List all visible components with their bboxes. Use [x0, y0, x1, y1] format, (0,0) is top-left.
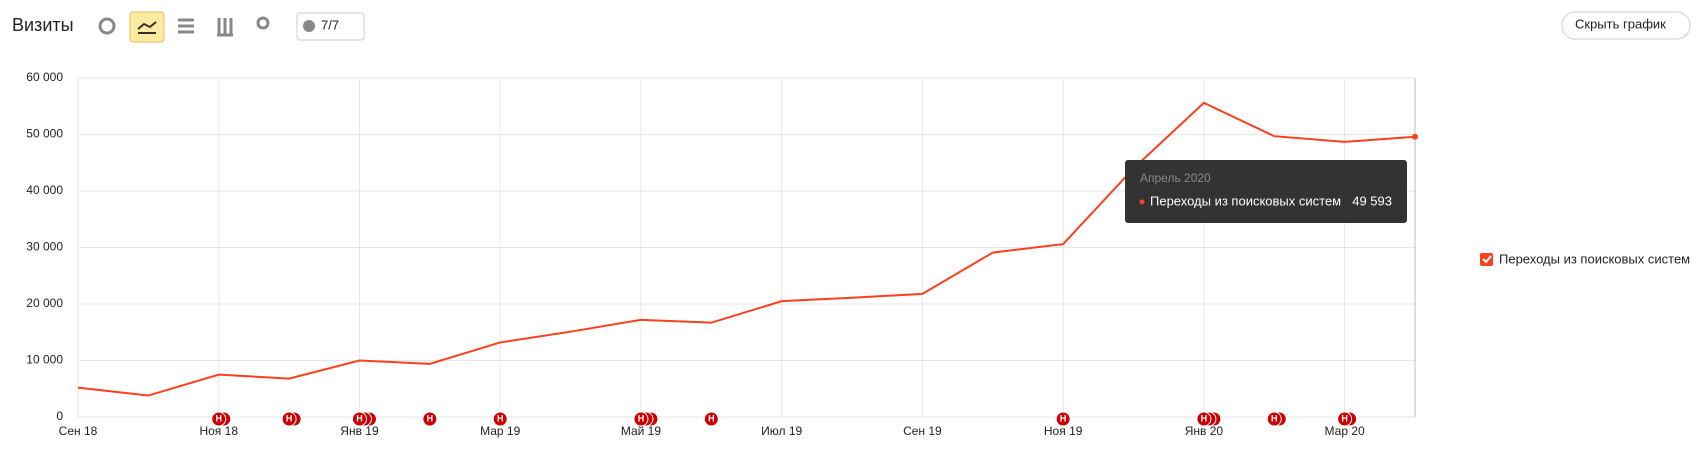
annotation-label: Н — [708, 413, 715, 423]
line-icon[interactable] — [129, 11, 165, 43]
legend-checkbox[interactable] — [1480, 253, 1493, 266]
pie-icon[interactable] — [98, 17, 116, 35]
y-tick-label: 40 000 — [26, 183, 63, 197]
tooltip-series: Переходы из поисковых систем — [1150, 193, 1341, 208]
x-tick-label: Янв 20 — [1185, 424, 1224, 438]
bar-icon[interactable] — [217, 18, 233, 37]
x-tick-label: Янв 19 — [340, 424, 379, 438]
y-tick-label: 30 000 — [26, 240, 63, 254]
annotation-marker — [1055, 411, 1071, 427]
annotation-label: Н — [1271, 413, 1278, 423]
y-tick-label: 20 000 — [26, 296, 63, 310]
annotation-label: Н — [356, 413, 363, 423]
y-tick-label: 10 000 — [26, 353, 63, 367]
y-tick-label: 60 000 — [26, 70, 63, 84]
legend-label: Переходы из поисковых систем — [1499, 251, 1690, 266]
annotation-marker — [211, 411, 227, 427]
annotation-marker — [703, 411, 719, 427]
annotation-label: Н — [1201, 413, 1208, 423]
annotation-marker — [633, 411, 649, 427]
comment-icon — [303, 20, 315, 32]
annotation-marker — [351, 411, 367, 427]
annotation-label: Н — [215, 413, 222, 423]
annotation-label: Н — [497, 413, 504, 423]
annotation-marker — [1337, 411, 1353, 427]
y-tick-label: 0 — [56, 409, 63, 423]
series-line — [77, 101, 1416, 397]
x-tick-label: Ноя 18 — [199, 424, 238, 438]
page-title: Визиты — [12, 15, 74, 35]
annotation-marker — [422, 411, 438, 427]
x-tick-label: Ноя 19 — [1044, 424, 1083, 438]
annotation-label: Н — [1341, 413, 1348, 423]
hover-point — [1412, 133, 1418, 140]
line-glyph — [137, 21, 157, 34]
tooltip-value: 49 593 — [1352, 193, 1392, 208]
y-tick-label: 50 000 — [26, 127, 63, 141]
chart-type-switcher — [98, 11, 270, 43]
x-tick-label: Сен 19 — [903, 424, 942, 438]
tooltip-title: Апрель 2020 — [1140, 171, 1211, 185]
x-tick-label: Июл 19 — [761, 424, 802, 438]
annotations-toggle[interactable] — [296, 12, 365, 41]
annotation-marker — [1266, 411, 1282, 427]
annotation-label: Н — [427, 413, 434, 423]
annotation-marker — [281, 411, 297, 427]
x-tick-label: Мар 19 — [480, 424, 520, 438]
annotation-marker — [492, 411, 508, 427]
annotation-label: Н — [638, 413, 645, 423]
hide-chart-label: Скрыть график — [1575, 16, 1666, 31]
annotations-counter: 7/7 — [321, 17, 339, 32]
tooltip-dot — [1139, 199, 1145, 205]
annotation-label: Н — [1060, 413, 1067, 423]
x-tick-label: Мар 20 — [1325, 424, 1365, 438]
map-icon[interactable] — [256, 16, 270, 30]
annotation-label: Н — [286, 413, 293, 423]
hide-chart-button[interactable] — [1561, 11, 1691, 40]
x-tick-label: Май 19 — [621, 424, 662, 438]
x-tick-label: Сен 18 — [59, 424, 98, 438]
legend-check — [1482, 255, 1492, 264]
tooltip — [1125, 160, 1407, 223]
area-icon[interactable] — [178, 18, 194, 34]
annotation-marker — [1196, 411, 1212, 427]
